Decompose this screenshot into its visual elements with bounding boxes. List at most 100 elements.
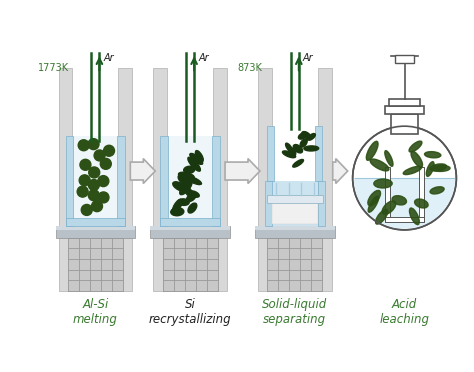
Bar xyxy=(150,226,230,230)
Circle shape xyxy=(353,126,456,230)
Bar xyxy=(65,136,73,226)
Circle shape xyxy=(94,150,105,161)
Bar xyxy=(150,226,230,238)
Bar xyxy=(65,218,125,226)
Bar xyxy=(318,68,332,291)
Bar xyxy=(384,217,424,222)
Circle shape xyxy=(88,190,99,201)
Ellipse shape xyxy=(374,179,392,188)
Bar xyxy=(255,226,335,238)
Ellipse shape xyxy=(178,175,189,186)
Ellipse shape xyxy=(285,143,293,153)
Ellipse shape xyxy=(382,201,396,214)
Circle shape xyxy=(98,192,109,203)
FancyArrow shape xyxy=(333,158,347,183)
Ellipse shape xyxy=(195,151,203,162)
Ellipse shape xyxy=(368,190,381,206)
Bar xyxy=(118,68,132,291)
Ellipse shape xyxy=(173,199,182,213)
Ellipse shape xyxy=(171,208,184,216)
Bar xyxy=(160,136,168,226)
Ellipse shape xyxy=(368,196,379,212)
Bar xyxy=(318,181,325,226)
Ellipse shape xyxy=(411,151,422,167)
Circle shape xyxy=(79,175,90,186)
Ellipse shape xyxy=(370,159,389,171)
Circle shape xyxy=(88,139,99,150)
Ellipse shape xyxy=(188,203,197,213)
Ellipse shape xyxy=(304,146,319,151)
FancyArrow shape xyxy=(225,158,260,183)
Bar xyxy=(118,136,125,226)
Bar xyxy=(213,68,227,291)
Ellipse shape xyxy=(190,153,203,164)
Ellipse shape xyxy=(426,162,434,176)
Ellipse shape xyxy=(425,152,441,158)
Text: Al-Si
melting: Al-Si melting xyxy=(73,298,118,326)
Text: Si
recrystallizing: Si recrystallizing xyxy=(149,298,231,326)
Ellipse shape xyxy=(283,151,296,158)
Circle shape xyxy=(88,180,100,190)
Wedge shape xyxy=(354,178,456,229)
FancyArrow shape xyxy=(130,158,155,183)
Ellipse shape xyxy=(299,132,308,139)
Bar xyxy=(255,226,335,230)
Bar xyxy=(384,167,390,222)
Ellipse shape xyxy=(190,191,199,197)
Ellipse shape xyxy=(184,186,193,197)
Ellipse shape xyxy=(430,164,447,171)
Ellipse shape xyxy=(385,151,393,166)
Text: Solid-liquid
separating: Solid-liquid separating xyxy=(262,298,328,326)
Bar xyxy=(58,68,73,291)
Circle shape xyxy=(98,176,109,187)
Bar xyxy=(163,238,218,291)
Ellipse shape xyxy=(375,209,388,224)
Bar xyxy=(274,126,315,181)
Ellipse shape xyxy=(184,166,195,173)
Ellipse shape xyxy=(179,172,194,179)
Bar xyxy=(272,181,318,226)
Ellipse shape xyxy=(410,208,419,225)
Bar xyxy=(394,55,414,63)
Ellipse shape xyxy=(180,181,192,195)
Bar xyxy=(272,203,318,224)
Text: 873K: 873K xyxy=(237,63,262,73)
Ellipse shape xyxy=(173,182,186,191)
Ellipse shape xyxy=(186,193,196,202)
Ellipse shape xyxy=(188,157,201,171)
Bar xyxy=(391,114,419,134)
Text: 1773K: 1773K xyxy=(37,63,69,73)
Ellipse shape xyxy=(185,176,201,185)
Ellipse shape xyxy=(300,139,307,147)
Text: Acid
leaching: Acid leaching xyxy=(380,298,429,326)
Ellipse shape xyxy=(308,134,315,140)
Bar xyxy=(153,68,167,291)
Ellipse shape xyxy=(366,141,378,160)
Bar xyxy=(265,181,272,226)
Circle shape xyxy=(80,159,91,170)
Ellipse shape xyxy=(302,132,311,139)
Bar xyxy=(55,226,135,230)
Bar xyxy=(419,167,424,222)
Text: Ar: Ar xyxy=(198,53,209,63)
Bar xyxy=(384,106,424,114)
Ellipse shape xyxy=(293,160,303,167)
Text: Ar: Ar xyxy=(103,53,114,63)
Ellipse shape xyxy=(392,196,407,205)
Ellipse shape xyxy=(430,187,444,194)
Bar xyxy=(258,68,272,291)
Bar xyxy=(212,136,220,226)
Bar xyxy=(315,126,322,181)
Text: Ar: Ar xyxy=(303,53,313,63)
Ellipse shape xyxy=(415,199,428,208)
Circle shape xyxy=(77,186,88,197)
Bar xyxy=(267,195,323,203)
Circle shape xyxy=(78,140,89,151)
Ellipse shape xyxy=(178,199,189,205)
Circle shape xyxy=(89,167,100,178)
Bar xyxy=(168,136,212,226)
Bar xyxy=(73,136,118,226)
Bar xyxy=(55,226,135,238)
Ellipse shape xyxy=(403,166,421,174)
Ellipse shape xyxy=(289,148,296,155)
